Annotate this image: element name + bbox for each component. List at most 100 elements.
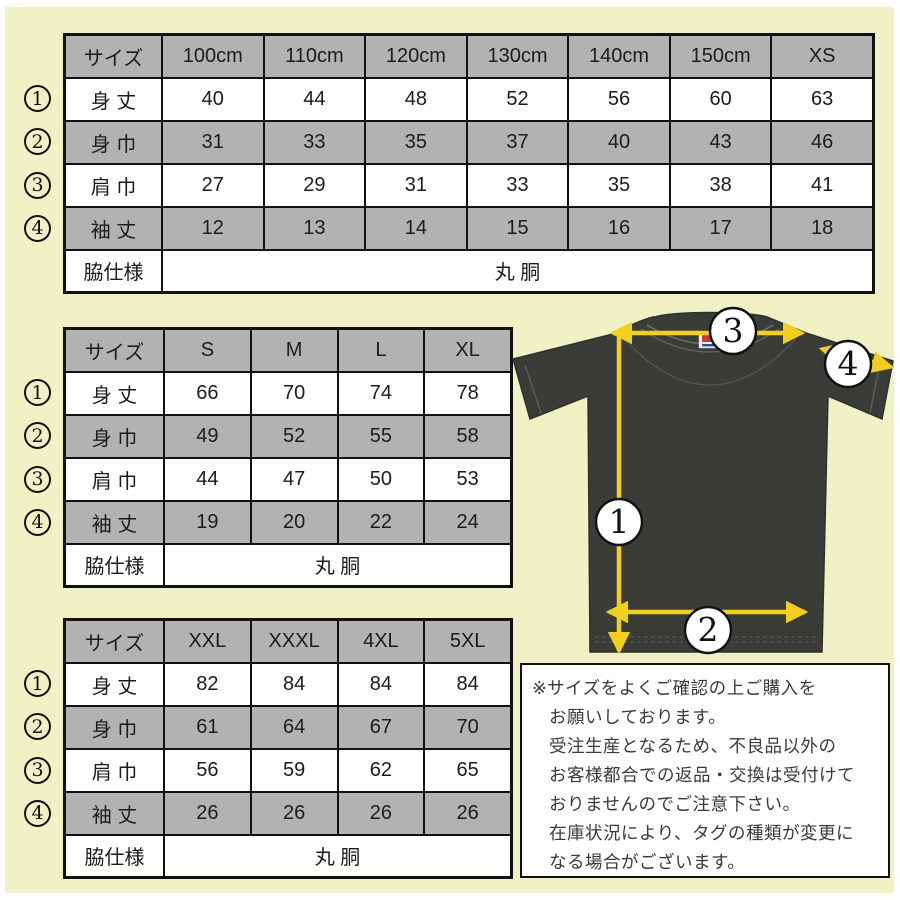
kids-size-table: サイズ 100cm 110cm 120cm 130cm 140cm 150cm XS 身 丈 40… xyxy=(63,33,875,294)
measurement-value: 50 xyxy=(336,456,426,502)
side-spec-value: 丸 胴 xyxy=(163,833,513,879)
row-marker-circle: 3 xyxy=(24,171,51,199)
note-line: お客様都合での返品・交換は受付けて xyxy=(549,765,855,785)
size-table: サイズ S M L XL 身 丈 66 70 74 78 身 巾 49 52 55 58 肩 巾 44 47 50 5… xyxy=(63,327,513,588)
size-header-label: サイズ xyxy=(63,33,163,79)
size-column-header: 140cm xyxy=(567,33,671,79)
measurement-value: 74 xyxy=(336,370,426,416)
measurement-row-label: 身 丈 xyxy=(63,661,165,707)
size-column-header: XXL xyxy=(163,618,252,664)
size-column-header: M xyxy=(249,327,339,373)
measurement-value: 27 xyxy=(161,162,265,208)
measurement-value: 40 xyxy=(161,76,265,122)
measurement-row-label: 袖 丈 xyxy=(63,205,163,251)
size-column-header: 130cm xyxy=(465,33,570,79)
measurement-value: 33 xyxy=(465,162,570,208)
measurement-value: 31 xyxy=(364,162,468,208)
size-table: サイズ XXL XXXL 4XL 5XL 身 丈 82 84 84 84 身 巾 61 64 67 70 肩 … xyxy=(63,618,513,879)
measurement-value: 26 xyxy=(249,790,339,836)
measurement-value: 63 xyxy=(770,76,875,122)
measurement-value: 62 xyxy=(336,747,426,793)
measurement-value: 70 xyxy=(249,370,339,416)
measurement-row-label: 身 巾 xyxy=(63,119,163,165)
measurement-value: 70 xyxy=(423,704,513,750)
marker-3: 3 xyxy=(708,306,758,356)
row-marker-circle: 2 xyxy=(24,422,51,450)
size-column-header: 120cm xyxy=(364,33,468,79)
measurement-value: 44 xyxy=(163,456,252,502)
measurement-value: 66 xyxy=(163,370,252,416)
measurement-value: 52 xyxy=(465,76,570,122)
marker-2: 2 xyxy=(683,605,733,655)
big-table-row-markers: 1 2 3 4 xyxy=(24,618,58,879)
size-column-header: XXXL xyxy=(249,618,339,664)
side-spec-label: 脇仕様 xyxy=(63,542,165,588)
kids-table-row-markers: 1 2 3 4 xyxy=(24,33,58,293)
measurement-value: 38 xyxy=(668,162,773,208)
measurement-value: 31 xyxy=(161,119,265,165)
note-line: 受注生産となるため、不良品以外の xyxy=(549,736,837,756)
measurement-value: 44 xyxy=(262,76,367,122)
measurement-value: 65 xyxy=(423,747,513,793)
measurement-row-label: 身 巾 xyxy=(63,704,165,750)
measurement-value: 84 xyxy=(249,661,339,707)
measurement-value: 56 xyxy=(567,76,671,122)
size-header-label: サイズ xyxy=(63,618,165,664)
measurement-value: 41 xyxy=(770,162,875,208)
measurement-value: 55 xyxy=(336,413,426,459)
note-line: お願いしております。 xyxy=(549,707,727,727)
row-marker-circle: 4 xyxy=(24,508,51,536)
measurement-value: 84 xyxy=(423,661,513,707)
row-marker-circle: 3 xyxy=(24,465,51,493)
measurement-value: 59 xyxy=(249,747,339,793)
measurement-value: 46 xyxy=(770,119,875,165)
measurement-value: 78 xyxy=(423,370,513,416)
measurement-value: 26 xyxy=(336,790,426,836)
measurement-value: 16 xyxy=(567,205,671,251)
note-line: ※サイズをよくご確認の上ご購入を xyxy=(532,678,817,698)
svg-text:1: 1 xyxy=(609,502,630,541)
measurement-value: 58 xyxy=(423,413,513,459)
side-spec-value: 丸 胴 xyxy=(163,542,513,588)
measurement-value: 26 xyxy=(163,790,252,836)
measurement-row-label: 肩 巾 xyxy=(63,162,163,208)
big-size-table: サイズ XXL XXXL 4XL 5XL 身 丈 82 84 84 84 身 巾 61 64 67 70 肩 … xyxy=(63,618,513,879)
note-line: なる場合がございます。 xyxy=(549,852,746,872)
tshirt-silhouette xyxy=(512,311,894,653)
row-marker-circle: 4 xyxy=(24,214,51,242)
measurement-value: 17 xyxy=(668,205,773,251)
purchase-note-box: ※サイズをよくご確認の上ご購入をお願いしております。受注生産となるため、不良品以… xyxy=(520,663,890,878)
size-column-header: S xyxy=(163,327,252,373)
svg-text:2: 2 xyxy=(698,610,719,649)
measurement-row-label: 肩 巾 xyxy=(63,747,165,793)
measurement-value: 13 xyxy=(262,205,367,251)
row-marker-circle: 1 xyxy=(24,670,51,697)
svg-text:3: 3 xyxy=(723,311,744,350)
tshirt-measurement-diagram: 1 2 3 4 xyxy=(505,303,900,660)
marker-4: 4 xyxy=(823,339,873,389)
measurement-value: 26 xyxy=(423,790,513,836)
size-column-header: 150cm xyxy=(668,33,773,79)
size-column-header: 5XL xyxy=(423,618,513,664)
measurement-value: 82 xyxy=(163,661,252,707)
side-spec-value: 丸 胴 xyxy=(160,248,875,294)
measurement-value: 12 xyxy=(161,205,265,251)
size-column-header: 4XL xyxy=(336,618,426,664)
measurement-row-label: 身 巾 xyxy=(63,413,165,459)
measurement-value: 49 xyxy=(163,413,252,459)
size-column-header: XS xyxy=(770,33,875,79)
measurement-value: 35 xyxy=(567,162,671,208)
size-table: サイズ 100cm 110cm 120cm 130cm 140cm 150cm XS 身 丈 40… xyxy=(63,33,875,294)
size-column-header: L xyxy=(336,327,426,373)
measurement-row-label: 身 丈 xyxy=(63,76,163,122)
measurement-value: 61 xyxy=(163,704,252,750)
measurement-value: 84 xyxy=(336,661,426,707)
size-column-header: XL xyxy=(423,327,513,373)
measurement-value: 19 xyxy=(163,499,252,545)
side-spec-label: 脇仕様 xyxy=(63,248,163,294)
measurement-value: 22 xyxy=(336,499,426,545)
measurement-value: 24 xyxy=(423,499,513,545)
measurement-value: 35 xyxy=(364,119,468,165)
row-marker-circle: 4 xyxy=(24,799,51,827)
measurement-row-label: 身 丈 xyxy=(63,370,165,416)
